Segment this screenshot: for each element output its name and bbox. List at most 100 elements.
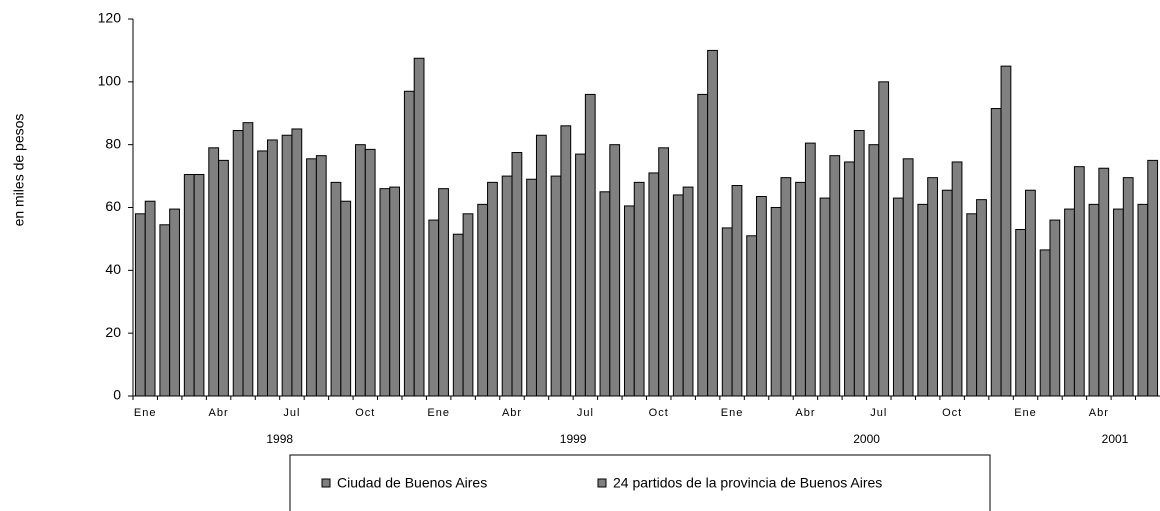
bar [682,186,694,397]
x-tick-label: Abr [795,407,815,419]
bar [795,181,806,397]
bar [526,178,537,397]
bar [672,194,684,397]
year-label: 2001 [1102,432,1129,446]
x-tick-label: Oct [649,407,669,419]
y-tick-label: 80 [105,135,121,151]
bar [560,125,572,397]
bar [487,181,498,397]
y-tick-label: 0 [113,387,121,403]
bar [340,200,352,397]
bar [584,93,596,397]
bar [1039,249,1051,397]
bar [878,81,890,397]
bar [976,199,987,397]
bar [1049,219,1061,397]
bar [853,130,865,397]
bar [315,155,327,397]
bar [575,153,586,397]
x-tick-label: Jul [283,407,300,419]
bar [134,213,146,397]
bar [1025,189,1036,397]
y-tick-label: 100 [98,73,122,89]
bar [364,148,376,397]
bar [902,158,914,397]
bar [281,134,293,397]
bar [501,175,513,397]
bar [990,108,1002,397]
bar [218,159,229,397]
bar [511,152,523,397]
year-label: 1999 [560,432,587,446]
bar [306,158,317,397]
bar [844,161,855,397]
y-tick-label: 40 [105,261,121,277]
bar [193,174,205,397]
bar [868,144,880,397]
bar [917,203,929,397]
x-tick-label: Jul [577,407,594,419]
y-tick-label: 20 [105,324,121,340]
year-label: 1998 [266,432,293,446]
bar [731,185,743,397]
x-tick-label: Ene [427,407,450,419]
bar [413,57,425,397]
bar [330,181,342,397]
bar [379,188,391,397]
bar [819,197,831,397]
bar [770,207,782,397]
bar [291,128,303,397]
x-tick-label: Ene [1014,407,1037,419]
bar [746,235,758,397]
bar [829,155,841,397]
bar [1098,167,1110,397]
bar [599,191,611,397]
bar [438,188,449,397]
bar [756,196,767,397]
x-tick-label: Abr [209,407,229,419]
bar [428,219,440,397]
bar [550,175,562,397]
legend-swatch [321,478,331,488]
y-tick-label: 120 [98,10,122,26]
bar [1147,159,1159,397]
bar [232,130,244,397]
bar [452,233,464,397]
bar [623,205,635,397]
bar [1113,208,1124,397]
x-tick-label: Abr [1089,407,1109,419]
bar [183,174,195,397]
x-tick-label: Jul [870,407,887,419]
bar [1000,65,1012,397]
bar [1088,203,1100,397]
bar [144,200,156,397]
bar [159,224,171,397]
bar [707,49,718,397]
bar [951,161,963,397]
y-axis-label: en miles de pesos [11,114,27,227]
bar [242,122,254,397]
bar [721,227,733,397]
bar [477,203,489,397]
x-tick-label: Ene [721,407,744,419]
bar [535,134,547,397]
bar [208,147,220,397]
bar [927,177,938,397]
bar [658,147,670,397]
year-label: 2000 [853,432,880,446]
bar [1137,203,1149,397]
y-tick-label: 60 [105,198,121,214]
bar [633,181,645,397]
x-tick-label: Ene [134,407,157,419]
bar [169,208,180,397]
bar [1064,208,1075,397]
bar [804,142,816,397]
bar [355,144,366,397]
bar [780,177,792,397]
x-tick-label: Oct [942,407,962,419]
bar [462,213,474,397]
bar [389,186,401,397]
bar [966,213,978,397]
bar [266,139,278,397]
